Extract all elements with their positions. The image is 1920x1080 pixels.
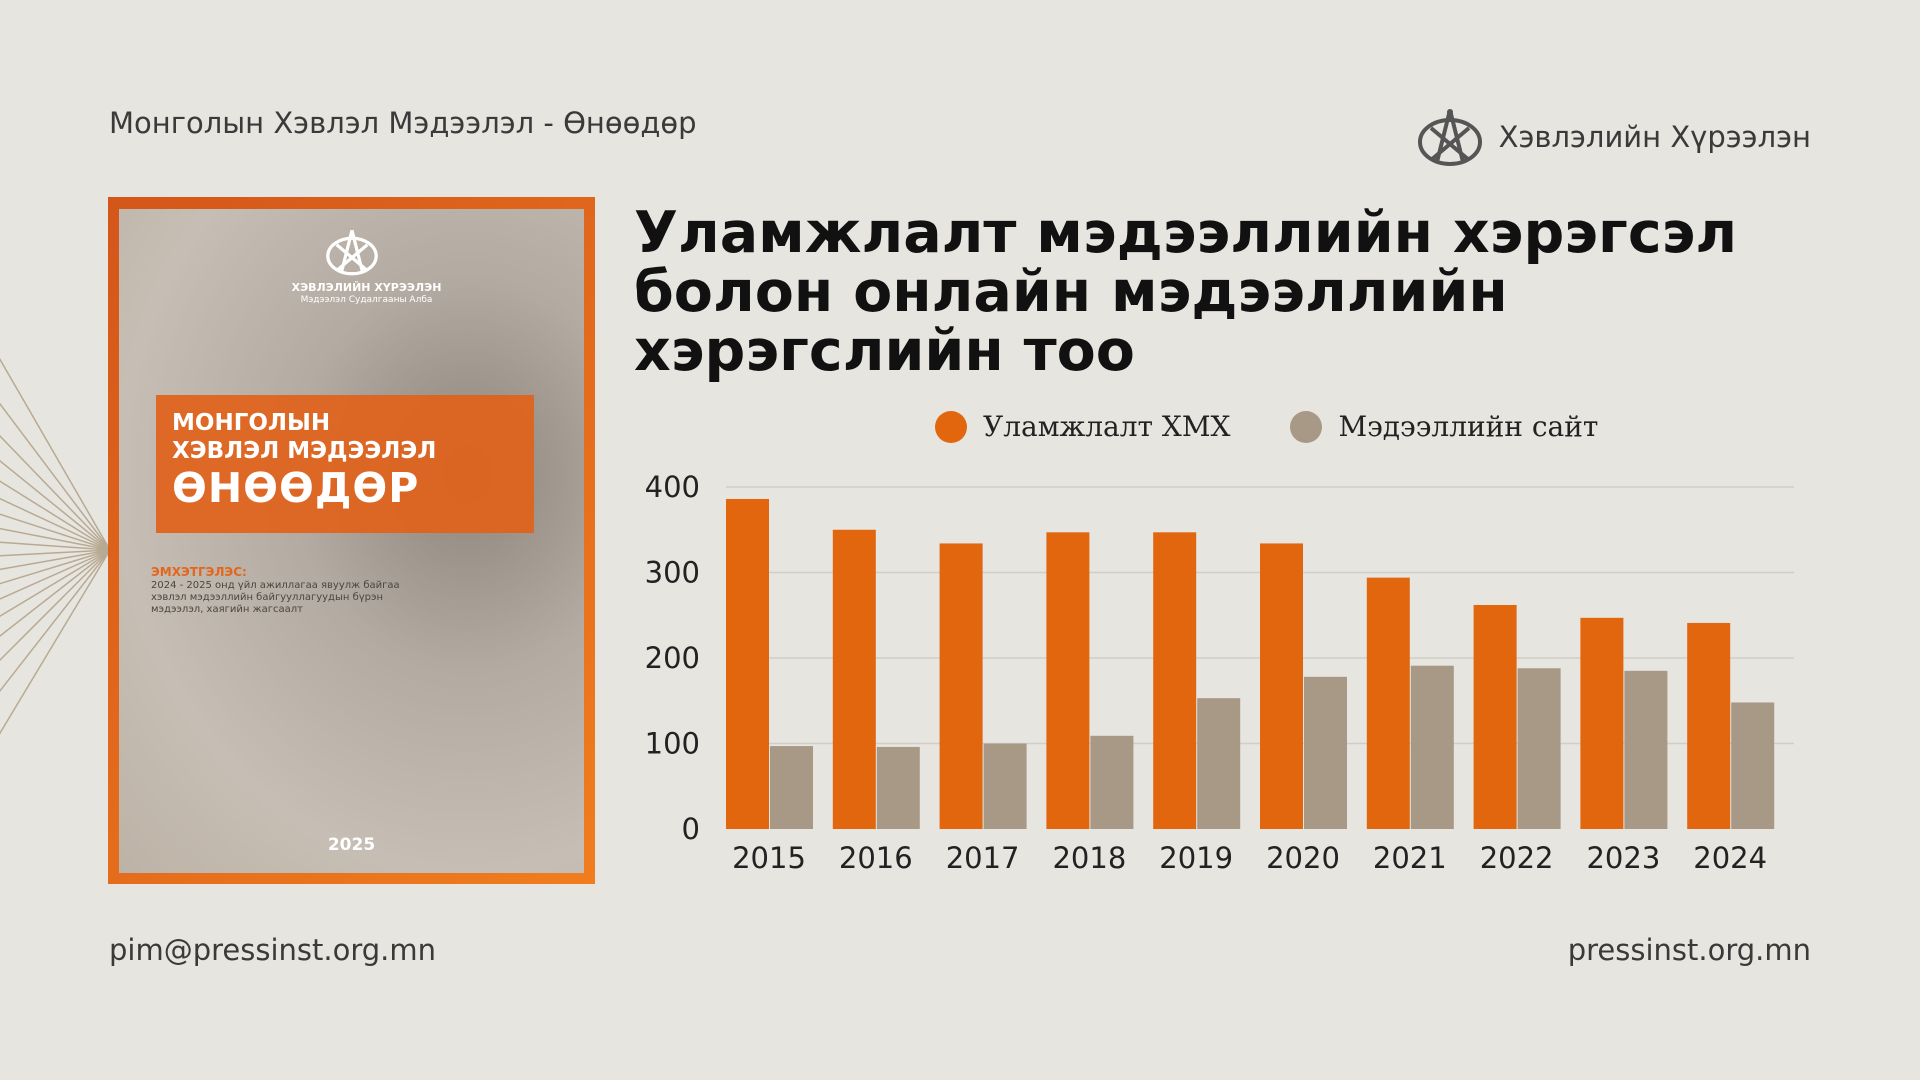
ray-line (0, 549, 111, 735)
bar-traditional-2017 (939, 543, 983, 829)
x-tick-label: 2017 (946, 841, 1020, 875)
ray-line (0, 549, 111, 693)
header-org: Хэвлэлийн Хүрээлэн (1417, 106, 1811, 168)
cover-logo-icon (326, 229, 378, 276)
bar-traditional-2023 (1580, 617, 1624, 829)
ray-line (0, 549, 111, 637)
x-tick-label: 2021 (1373, 841, 1447, 875)
x-tick-label: 2019 (1159, 841, 1233, 875)
chart-legend: Уламжлалт ХМХ Мэдээллийн сайт (935, 410, 1598, 443)
footer-website[interactable]: pressinst.org.mn (1567, 933, 1811, 967)
cover-title-line1: МОНГОЛЫН (172, 410, 331, 436)
header-org-name: Хэвлэлийн Хүрээлэн (1498, 120, 1811, 154)
header-title: Монголын Хэвлэл Мэдээлэл - Өнөөдөр (109, 106, 697, 140)
bar-online-2015 (770, 746, 813, 829)
cover-editor: ЭМХЭТГЭЛЭС: 2024 - 2025 онд үйл ажиллага… (151, 566, 411, 616)
y-tick-label: 100 (645, 727, 700, 761)
bar-online-2023 (1624, 670, 1668, 829)
cover-title-line3: ӨНӨӨДӨР (172, 464, 420, 512)
ray-line (0, 549, 111, 585)
ray-line (0, 513, 111, 551)
ray-line (0, 549, 111, 557)
cover-editor-text: 2024 - 2025 онд үйл ажиллагаа явуулж бай… (151, 580, 400, 615)
ray-line (0, 549, 111, 571)
ray-line (0, 435, 111, 551)
y-tick-label: 0 (682, 812, 700, 846)
report-cover[interactable]: ХЭВЛЭЛИЙН ХҮРЭЭЛЭН Мэдээлэл Судалгааны А… (108, 197, 595, 884)
bar-online-2018 (1090, 735, 1134, 829)
bar-online-2020 (1304, 676, 1347, 829)
cover-editor-label: ЭМХЭТГЭЛЭС: (151, 565, 247, 579)
cover-org-sub: Мэдээлэл Судалгааны Алба (300, 295, 433, 305)
ray-line (0, 459, 111, 551)
y-tick-label: 400 (645, 470, 700, 504)
footer-email[interactable]: pim@pressinst.org.mn (109, 933, 437, 967)
bar-traditional-2016 (832, 529, 876, 829)
decorative-rays (0, 357, 111, 735)
legend-swatch-traditional (935, 410, 967, 443)
ray-line (0, 549, 111, 617)
x-tick-label: 2020 (1266, 841, 1340, 875)
legend-label-traditional: Уламжлалт ХМХ (983, 410, 1231, 443)
bar-online-2017 (983, 743, 1027, 829)
ray-line (0, 541, 111, 551)
y-tick-label: 300 (645, 556, 700, 590)
ray-line (0, 549, 111, 662)
bar-traditional-2015 (726, 498, 769, 829)
cover-title-band: МОНГОЛЫН ХЭВЛЭЛ МЭДЭЭЛЭЛ ӨНӨӨДӨР (156, 395, 534, 533)
x-tick-label: 2015 (732, 841, 806, 875)
cover-year: 2025 (327, 835, 376, 855)
cover-org-name: ХЭВЛЭЛИЙН ХҮРЭЭЛЭН (291, 281, 442, 294)
ray-line (0, 357, 111, 551)
x-tick-label: 2018 (1052, 841, 1126, 875)
bar-online-2019 (1197, 698, 1241, 829)
press-institute-logo-icon (1417, 109, 1482, 166)
bar-online-2016 (876, 746, 920, 829)
bar-traditional-2021 (1366, 577, 1410, 829)
bar-traditional-2022 (1473, 604, 1517, 829)
x-tick-label: 2016 (839, 841, 913, 875)
x-tick-label: 2024 (1693, 841, 1767, 875)
legend-label-online: Мэдээллийн сайт (1338, 410, 1599, 443)
bar-traditional-2019 (1153, 532, 1197, 829)
bar-online-2021 (1410, 665, 1454, 829)
ray-line (0, 480, 111, 551)
chart-title: Уламжлалт мэдээллийн хэрэгсэл болон онла… (634, 200, 1738, 384)
bar-traditional-2020 (1260, 543, 1303, 829)
ray-line (0, 549, 111, 600)
y-tick-label: 200 (645, 641, 700, 675)
bar-traditional-2018 (1046, 532, 1090, 829)
ray-line (0, 402, 111, 551)
bar-traditional-2024 (1687, 622, 1731, 829)
x-tick-label: 2022 (1480, 841, 1554, 875)
bar-online-2022 (1517, 668, 1561, 829)
ray-line (0, 527, 111, 551)
x-tick-label: 2023 (1586, 841, 1660, 875)
cover-title-line2: ХЭВЛЭЛ МЭДЭЭЛЭЛ (172, 438, 437, 464)
legend-swatch-online (1290, 410, 1323, 443)
ray-line (0, 497, 111, 551)
bar-online-2024 (1731, 702, 1775, 829)
